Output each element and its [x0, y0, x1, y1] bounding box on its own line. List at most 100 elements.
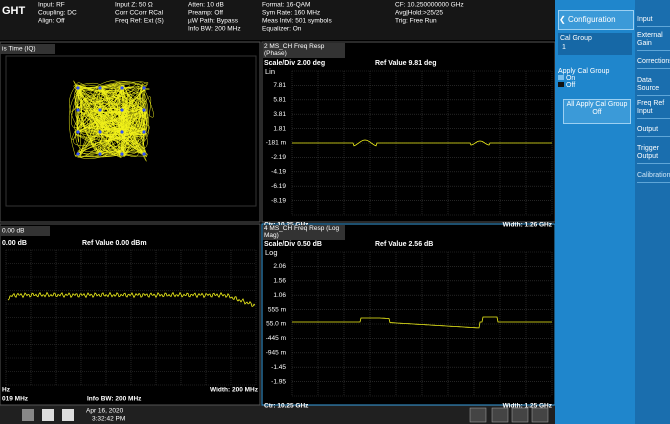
config-panel: ❮ Configuration Cal Group 1 Apply Cal Gro… — [555, 0, 635, 424]
status-text: Preamp: Off — [188, 10, 223, 17]
status-text: Input Z: 50 Ω — [115, 2, 153, 9]
taskbar-button[interactable] — [531, 407, 549, 423]
y-label: 1.06 — [273, 292, 286, 299]
brand: GHT — [2, 5, 26, 17]
menu-item[interactable]: Trigger Output — [637, 143, 670, 164]
window-title: 2 MS_CH Freq Resp (Phase) — [264, 43, 325, 57]
menu-item[interactable]: Freq Ref Input — [637, 98, 670, 119]
symbol-point — [98, 130, 102, 134]
title-box: 4 MS_CH Freq Resp (Log Mag) — [264, 225, 340, 239]
iq-plot — [5, 55, 257, 207]
y-label: -4.19 — [271, 169, 286, 176]
y-label: 7.81 — [273, 82, 286, 89]
option-text: On — [565, 75, 576, 82]
ref-value: Ref Value 9.81 deg — [375, 60, 436, 67]
y-label: -445 m — [266, 335, 286, 342]
window-frame — [261, 41, 555, 223]
ref-value: Ref Value 2.56 dB — [375, 241, 433, 248]
trace — [7, 291, 256, 307]
y-label: -2.19 — [271, 154, 286, 161]
option-on[interactable]: On — [558, 75, 632, 82]
symbol-point — [120, 108, 124, 112]
all-apply-button[interactable]: All Apply Cal Group Off — [563, 99, 631, 124]
status-bar — [0, 0, 555, 40]
y-label: 3.81 — [273, 111, 286, 118]
taskbar-button[interactable] — [491, 407, 509, 423]
y-label: -945 m — [266, 350, 286, 357]
status-text: Format: 16-QAM — [262, 2, 310, 9]
y-label: 555 m — [268, 306, 286, 313]
date: Apr 16, 2020 — [86, 408, 124, 415]
taskbar-icon[interactable] — [22, 409, 34, 421]
menu-item[interactable]: Output — [637, 124, 670, 137]
iq-trace — [68, 80, 154, 162]
menu-item[interactable]: Corrections — [637, 56, 670, 69]
menu-item[interactable]: Input — [637, 14, 670, 27]
window-frame — [0, 223, 261, 406]
y-label: 1.56 — [273, 278, 286, 285]
symbol-point — [142, 130, 146, 134]
status-text: Align: Off — [38, 18, 65, 25]
status-text: Meas Intvl: 501 symbols — [262, 18, 332, 25]
cal-group[interactable]: Cal Group 1 — [558, 33, 632, 55]
window-tab — [263, 43, 345, 58]
window-frame — [0, 41, 261, 223]
window-tab — [0, 226, 50, 236]
center-freq: Ctr: 10.25 GHz — [264, 403, 309, 410]
scale-div: Scale/Div 0.50 dB — [264, 241, 322, 248]
symbol-point — [142, 108, 146, 112]
cal-group-value: 1 — [562, 44, 566, 51]
menu-item[interactable]: Calibration — [637, 170, 670, 183]
config-header[interactable]: ❮ Configuration — [558, 10, 634, 30]
window-tab — [0, 44, 55, 54]
symbol-point — [142, 152, 146, 156]
status-text: Freq Ref: Ext (S) — [115, 18, 164, 25]
symbol-point — [76, 130, 80, 134]
info-bw: Info BW: 200 MHz — [87, 396, 142, 403]
scale-div: 0.00 dB — [2, 240, 27, 247]
menu-item[interactable]: External Gain — [637, 30, 670, 51]
status-text: Trig: Free Run — [395, 18, 437, 25]
center-freq: 019 MHz — [2, 396, 29, 403]
symbol-point — [120, 130, 124, 134]
apply-label: Apply Cal Group — [558, 68, 610, 75]
x-unit: Hz — [2, 387, 11, 394]
status-text: Coupling: DC — [38, 10, 77, 17]
symbol-point — [76, 86, 80, 90]
y-label: -1.95 — [271, 378, 286, 385]
window-title: 0.00 dB — [2, 228, 24, 235]
span-width: Width: 200 MHz — [210, 387, 259, 394]
taskbar-icon[interactable] — [62, 409, 74, 421]
symbol-point — [120, 152, 124, 156]
status-text: Sym Rate: 160 MHz — [262, 10, 320, 17]
taskbar-button[interactable] — [511, 407, 529, 423]
symbol-point — [98, 86, 102, 90]
status-text: Input: RF — [38, 2, 65, 9]
apply-cal-group[interactable]: Apply Cal Group On Off — [558, 68, 632, 89]
status-text: Atten: 10 dB — [188, 2, 224, 9]
status-text: Equalizer: On — [262, 26, 302, 33]
option-off[interactable]: Off — [558, 82, 632, 89]
time: 3:32:42 PM — [92, 416, 125, 423]
symbol-point — [98, 152, 102, 156]
status-text: Corr CCorr RCal — [115, 10, 164, 17]
status-text: CF: 10.250000000 GHz — [395, 2, 464, 9]
taskbar-button[interactable] — [469, 407, 487, 423]
header-text: Configuration — [567, 15, 616, 24]
scale-type: Log — [265, 248, 278, 257]
trace — [292, 139, 552, 147]
window-title: is Time (IQ) — [2, 46, 36, 53]
status-text: µW Path: Bypass — [188, 18, 239, 25]
window-tab — [263, 225, 345, 240]
scale-div: Scale/Div 2.00 deg — [264, 60, 325, 67]
window-title: 4 MS_CH Freq Resp (Log Mag) — [264, 225, 340, 239]
symbol-point — [76, 108, 80, 112]
cal-group-label: Cal Group — [560, 35, 592, 42]
menu-item[interactable]: Data Source — [637, 75, 670, 96]
taskbar-icon[interactable] — [42, 409, 54, 421]
title-box: 2 MS_CH Freq Resp (Phase) — [264, 43, 325, 57]
window-frame — [261, 223, 555, 406]
symbol-point — [98, 108, 102, 112]
